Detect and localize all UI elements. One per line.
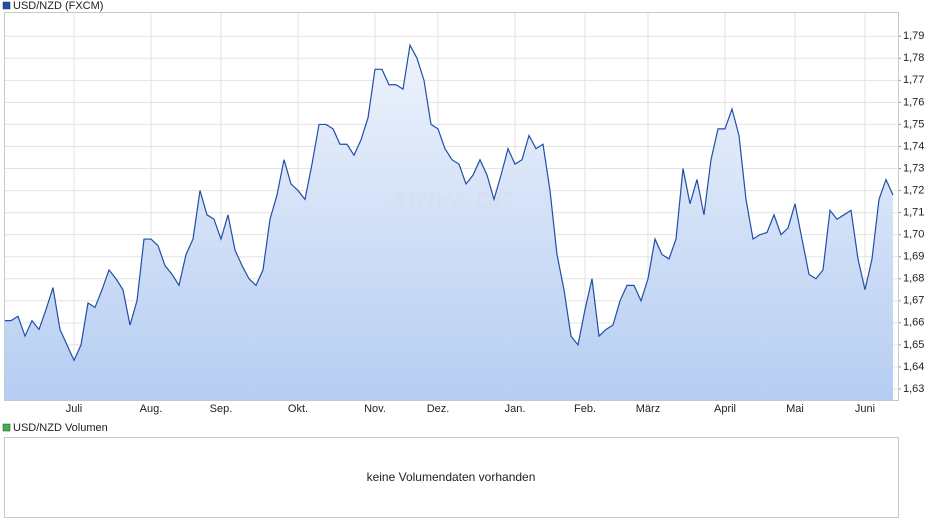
x-tick-label: Nov. [364, 403, 386, 415]
x-tick-label: Okt. [288, 403, 308, 415]
area [4, 45, 893, 401]
y-tick-label: 1,64 [903, 361, 924, 373]
plot-layer [4, 43, 894, 401]
legend-label: USD/NZD Volumen [13, 422, 108, 434]
x-tick-label: Juli [66, 403, 83, 415]
legend-swatch [2, 1, 11, 10]
y-tick-label: 1,70 [903, 229, 924, 241]
y-tick-label: 1,73 [903, 162, 924, 174]
y-tick-label: 1,71 [903, 207, 924, 219]
y-tick-label: 1,76 [903, 96, 924, 108]
y-tick-label: 1,63 [903, 383, 924, 395]
x-tick-label: Aug. [140, 403, 163, 415]
watermark: ARIVA.DE [388, 186, 512, 216]
y-tick-label: 1,75 [903, 118, 924, 130]
y-tick-label: 1,68 [903, 273, 924, 285]
volume-message: keine Volumendaten vorhanden [367, 470, 536, 484]
plot-frame [4, 12, 899, 401]
y-tick-label: 1,72 [903, 184, 924, 196]
y-tick-label: 1,65 [903, 339, 924, 351]
x-tick-label: Jan. [505, 403, 526, 415]
x-tick-label: März [636, 403, 660, 415]
x-tick-label: Dez. [427, 403, 450, 415]
x-tick-label: April [714, 403, 736, 415]
volume-frame [4, 437, 899, 518]
line [4, 43, 894, 362]
x-tick-label: Juni [855, 403, 875, 415]
x-tick-label: Mai [786, 403, 804, 415]
x-tick-label: Sep. [210, 403, 233, 415]
legend-label: USD/NZD (FXCM) [13, 0, 103, 12]
y-tick-label: 1,79 [903, 30, 924, 42]
y-tick-label: 1,66 [903, 317, 924, 329]
y-tick-label: 1,67 [903, 295, 924, 307]
y-tick-label: 1,74 [903, 140, 924, 152]
legend-swatch [2, 423, 11, 432]
y-tick-label: 1,77 [903, 74, 924, 86]
y-tick-label: 1,69 [903, 251, 924, 263]
x-tick-label: Feb. [574, 403, 596, 415]
y-tick-label: 1,78 [903, 52, 924, 64]
